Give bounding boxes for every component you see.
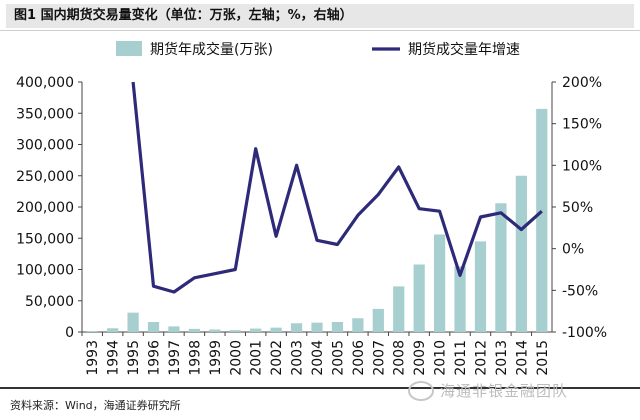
x-axis-tick-label: 1993 [85,340,101,376]
volume-bar [250,328,262,332]
right-axis-tick-label: 100% [562,158,602,174]
x-axis-tick-label: 2007 [371,340,387,376]
x-axis-tick-label: 1999 [208,340,224,376]
wechat-icon [408,380,434,401]
x-axis-tick-label: 1997 [167,340,183,376]
x-axis-tick-label: 2015 [535,340,551,376]
right-axis-tick-label: 150% [562,117,602,133]
figure-title-text: 图1 国内期货交易量变化（单位：万张，左轴；%，右轴） [14,8,353,23]
legend-label-line: 期货成交量年增速 [408,41,520,58]
volume-bar [86,331,98,332]
x-axis-tick-label: 2005 [330,340,346,376]
left-axis-tick-label: 250,000 [16,169,74,185]
x-axis-tick-label: 2006 [351,340,367,376]
x-axis-tick-label: 2013 [494,340,510,376]
x-axis-tick-label: 1996 [147,340,163,376]
x-axis-tick-label: 1994 [106,340,122,376]
right-axis-tick-label: -100% [562,325,607,341]
volume-bar [107,328,119,332]
right-axis-tick-label: 200% [562,75,602,91]
left-axis-tick-label: 300,000 [16,138,74,154]
x-axis-tick-label: 2004 [310,340,326,376]
volume-bar [515,175,527,332]
volume-bar [229,330,241,332]
legend-label-bar: 期货年成交量(万张) [150,41,273,58]
volume-bar [127,312,139,332]
x-axis-tick-label: 2014 [514,340,530,376]
x-axis-tick-label: 2011 [453,340,469,376]
left-axis-tick-label: 0 [65,325,74,341]
right-axis-tick-label: -50% [562,283,598,299]
figure-title: 图1 国内期货交易量变化（单位：万张，左轴；%，右轴） [6,4,634,28]
right-axis-tick-label: 50% [562,200,593,216]
volume-bar [474,241,487,332]
watermark-text: 海通非银金融团队 [440,382,569,400]
x-axis-tick-label: 2002 [269,340,285,376]
volume-bar [352,318,364,332]
x-axis-tick-label: 2001 [249,340,265,376]
volume-bar [372,308,384,332]
x-axis-tick-label: 1995 [126,340,142,376]
bottom-divider [0,387,640,389]
left-axis-tick-label: 150,000 [16,231,74,247]
growth-rate-line [131,81,543,294]
volume-bar [270,327,282,332]
volume-bar [311,322,323,332]
volume-bar [290,323,303,332]
watermark: 海通非银金融团队 [408,380,568,401]
title-divider [0,30,640,31]
x-axis-tick-label: 2009 [412,340,428,376]
volume-bar [536,108,548,332]
legend-swatch-bar [116,41,142,56]
volume-bar [188,328,201,332]
x-axis-tick-label: 2010 [433,340,449,376]
left-axis-tick-label: 400,000 [16,75,74,91]
volume-bar [331,322,344,332]
source-note: 资料来源：Wind，海通证券研究所 [10,399,181,412]
left-axis-tick-label: 50,000 [25,294,74,310]
volume-bar [168,326,180,332]
left-axis-tick-label: 100,000 [16,263,74,279]
right-axis-tick-label: 0% [562,242,584,258]
volume-bar [147,322,160,332]
x-axis-tick-label: 2000 [228,340,244,376]
left-axis-tick-label: 350,000 [16,106,74,122]
x-axis-tick-label: 2012 [473,340,489,376]
volume-bar [413,264,425,332]
volume-bar [433,234,446,332]
volume-chart: 0 50,000 100,000 150,000 200,000 250,000 300,0… [16,41,607,376]
volume-bar [495,203,507,332]
x-axis-tick-label: 2003 [290,340,306,376]
left-axis-tick-label: 200,000 [16,200,74,216]
volume-bar [209,329,221,332]
volume-bar [454,266,466,332]
volume-bar [393,286,405,332]
x-axis-tick-label: 1998 [187,340,203,376]
x-axis-tick-label: 2008 [392,340,408,376]
